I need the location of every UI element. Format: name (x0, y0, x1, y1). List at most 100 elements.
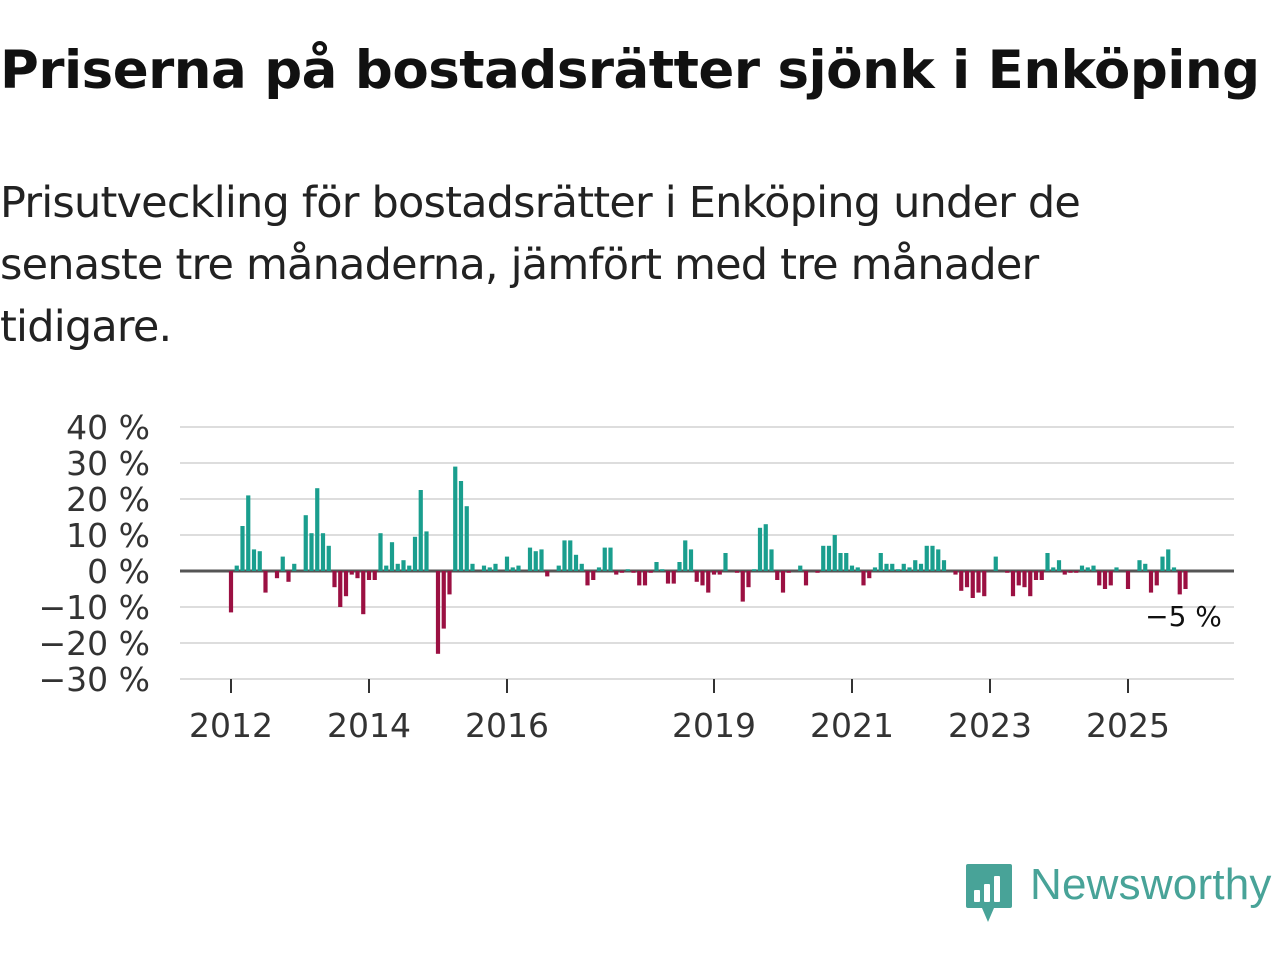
bar (665, 571, 671, 584)
x-tick-label: 2025 (1086, 706, 1170, 745)
bar (493, 563, 498, 571)
bar (1085, 567, 1090, 571)
bar (1108, 571, 1113, 586)
bar (263, 571, 268, 593)
bar (1160, 556, 1165, 571)
bar (372, 571, 377, 580)
bar (970, 571, 975, 598)
bar (763, 524, 768, 571)
bar (596, 567, 602, 571)
bar (982, 571, 987, 597)
bar (315, 488, 320, 571)
bar (280, 556, 285, 571)
bar (470, 563, 475, 571)
bar (1183, 571, 1188, 589)
bar (441, 571, 446, 629)
bar (1177, 571, 1182, 595)
bar (637, 571, 642, 586)
bar (941, 560, 947, 571)
bar (660, 569, 665, 571)
chart-x-axis: 2012 2014 2016 2019 2021 2023 2025 (189, 679, 1170, 745)
y-tick-label: 30 % (66, 444, 150, 483)
bar (1097, 571, 1102, 586)
bar (527, 547, 533, 571)
bar (487, 567, 492, 571)
bar (435, 571, 441, 654)
bar (539, 549, 544, 571)
bar (1056, 560, 1062, 571)
bar (717, 571, 722, 575)
bar (838, 553, 843, 571)
bar (694, 571, 699, 582)
bar (608, 547, 613, 571)
bar (832, 535, 837, 571)
x-tick-label: 2023 (948, 706, 1032, 745)
bar (711, 571, 717, 575)
bar (1102, 571, 1108, 589)
y-tick-label: −10 % (39, 588, 151, 627)
bar (1143, 563, 1148, 571)
bar (1028, 571, 1033, 597)
newsworthy-logo: Newsworthy (964, 860, 1272, 926)
bar (464, 506, 469, 571)
y-tick-label: 0 % (87, 552, 150, 591)
bar (631, 571, 636, 573)
bar (320, 533, 326, 571)
bar (602, 547, 607, 571)
chart-gridlines (180, 426, 1234, 680)
bar (349, 571, 354, 575)
bar (878, 553, 883, 571)
bar (1016, 571, 1021, 586)
page-subtitle: Prisutveckling för bostadsrätter i Enköp… (0, 178, 1081, 352)
bar (648, 571, 653, 573)
bar (924, 545, 929, 571)
y-tick-label: −30 % (39, 660, 151, 699)
bar (757, 527, 763, 571)
bar (355, 571, 360, 579)
bar (573, 554, 579, 571)
bar (562, 540, 567, 571)
bar (671, 571, 676, 584)
bar (1033, 571, 1039, 580)
bar (700, 571, 705, 586)
bar (585, 571, 590, 586)
bar (274, 571, 280, 579)
bar (361, 571, 366, 615)
bar (654, 562, 659, 571)
x-tick-label: 2019 (672, 706, 756, 745)
bar (504, 556, 510, 571)
bar (746, 571, 751, 588)
chart-y-axis: 40 %30 %20 %10 %0 %−10 %−20 %−30 % (39, 408, 151, 699)
bar (424, 531, 429, 571)
bar (1068, 571, 1073, 573)
bar (821, 545, 826, 571)
bar (447, 571, 452, 595)
bar (453, 466, 458, 571)
bar (849, 565, 855, 571)
bar (901, 563, 906, 571)
bar (734, 571, 740, 573)
bar (740, 571, 745, 602)
bar (292, 563, 297, 571)
bar (332, 571, 337, 588)
bar (228, 571, 234, 613)
bar (976, 571, 981, 593)
bar (1125, 571, 1131, 589)
bar (959, 571, 964, 591)
bar (798, 565, 803, 571)
bar (780, 571, 786, 593)
bar (407, 565, 412, 571)
bar (389, 542, 395, 571)
bar (1074, 571, 1079, 573)
price-change-bar-chart: 40 %30 %20 %10 %0 %−10 %−20 %−30 % 2012 2… (39, 408, 1234, 745)
bar (251, 549, 257, 571)
bar (286, 571, 291, 582)
bar (510, 567, 515, 571)
bar (775, 571, 780, 580)
bar (642, 571, 648, 586)
last-value-label: −5 % (1145, 600, 1222, 633)
bar (1022, 571, 1027, 588)
bar (412, 536, 418, 571)
bar (1171, 567, 1177, 571)
x-tick-label: 2021 (810, 706, 894, 745)
